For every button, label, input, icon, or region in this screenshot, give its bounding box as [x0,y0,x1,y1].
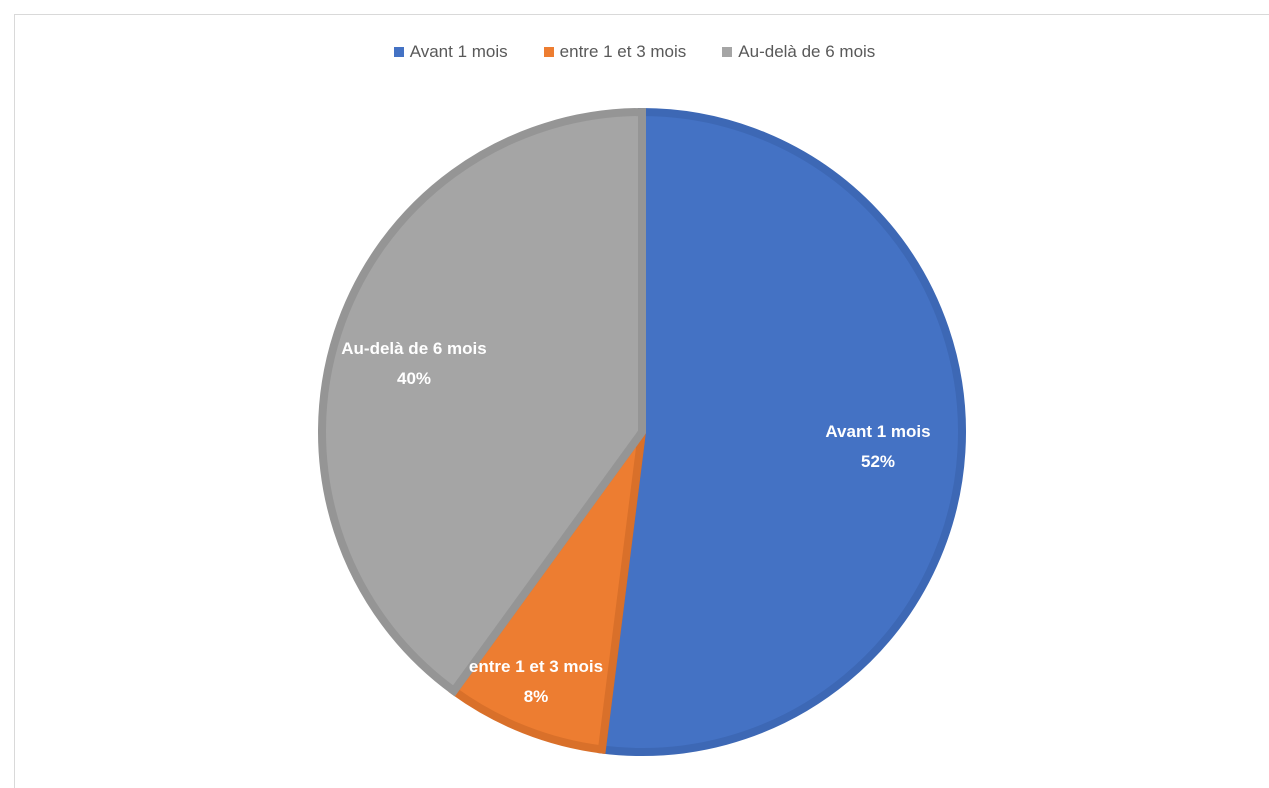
legend-item-entre-1-et-3-mois[interactable]: entre 1 et 3 mois [543,42,687,62]
legend-label: entre 1 et 3 mois [559,42,687,61]
data-label-value: 8% [524,687,549,706]
data-label-category: entre 1 et 3 mois [469,657,603,676]
legend-swatch [722,47,733,57]
legend-swatch [543,47,554,57]
pie-slice-au-del-de-6-mois[interactable] [318,107,646,697]
data-label-category: Avant 1 mois [825,422,930,441]
legend-swatch [393,47,404,57]
legend: Avant 1 mois entre 1 et 3 mois Au-delà d… [0,42,1269,62]
data-label-category: Au-delà de 6 mois [341,339,486,358]
pie-slice-avant-1-mois[interactable] [597,107,966,756]
legend-label: Au-delà de 6 mois [738,42,876,61]
data-label-value: 52% [861,452,895,471]
chart-frame [14,14,1269,788]
legend-item-avant-1-mois[interactable]: Avant 1 mois [393,42,508,62]
legend-label: Avant 1 mois [409,42,508,61]
data-label-value: 40% [397,369,431,388]
pie-slice-entre-1-et-3-mois[interactable] [448,429,646,754]
legend-item-au-dela-de-6-mois[interactable]: Au-delà de 6 mois [722,42,875,62]
